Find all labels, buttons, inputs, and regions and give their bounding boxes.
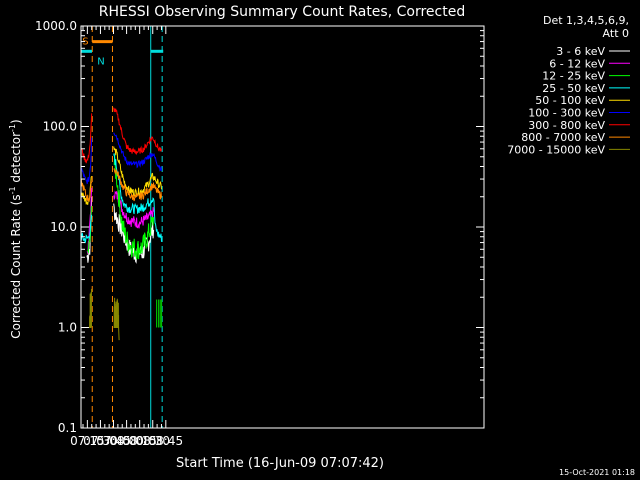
- series-line-12-25-kev: [113, 155, 155, 260]
- series-line-12-25-kev: [87, 206, 92, 254]
- legend-label: 6 - 12 keV: [549, 57, 605, 70]
- legend-label: 7000 - 15000 keV: [507, 143, 605, 156]
- plot-frame: [80, 25, 485, 429]
- y-axis-label-main: Corrected Count Rate (s: [9, 194, 23, 338]
- series-lines: [80, 107, 163, 341]
- legend-label: 800 - 7000 keV: [521, 131, 605, 144]
- night-label: N: [97, 56, 104, 67]
- y-tick-label: 1000.0: [35, 19, 77, 33]
- x-axis-label: Start Time (16-Jun-09 07:07:42): [176, 456, 384, 471]
- series-line-100-300-kev: [113, 132, 162, 172]
- series-line-7000-15000-kev: [113, 327, 120, 341]
- x-tick-label: 08:45: [149, 434, 184, 448]
- y-axis-label-sup1: -1: [8, 186, 17, 194]
- chart-title: RHESSI Observing Summary Count Rates, Co…: [99, 4, 465, 20]
- series-line-100-300-kev: [80, 137, 93, 185]
- footer-date: 15-Oct-2021 01:18: [559, 468, 635, 477]
- series-line-6-12-kev: [113, 190, 155, 229]
- y-tick-label: 0.1: [58, 421, 77, 435]
- x-tick-label: 07:15: [70, 434, 105, 448]
- x-tick-label: 08:00: [109, 434, 144, 448]
- series-line-800-7000-kev: [113, 167, 162, 202]
- axes: 0.1 1.0 10.0 100.0 1000.0 07:1507:3007:4508:0…: [35, 19, 485, 448]
- series-line-25-50-kev: [113, 153, 162, 242]
- legend-label: 50 - 100 keV: [535, 94, 605, 107]
- legend-header-detectors: Det 1,3,4,5,6,9,: [543, 14, 629, 27]
- saa-label: S: [82, 37, 88, 48]
- legend-label: 300 - 800 keV: [528, 119, 605, 132]
- y-axis-label: Corrected Count Rate (s-1 detector-1): [8, 119, 23, 338]
- y-axis-label-end: ): [9, 119, 23, 124]
- legend-label: 25 - 50 keV: [542, 82, 605, 95]
- legend-label: 3 - 6 keV: [556, 45, 605, 58]
- x-tick-label: 07:30: [83, 434, 118, 448]
- series-line-300-800-kev: [81, 113, 93, 164]
- y-axis-label-sup2: -1: [8, 124, 17, 132]
- y-tick-label: 100.0: [43, 120, 77, 134]
- x-tick-label: 07:45: [96, 434, 131, 448]
- legend-label: 100 - 300 keV: [528, 107, 605, 120]
- series-line-800-7000-kev: [80, 178, 93, 203]
- y-tick-label: 1.0: [58, 321, 77, 335]
- legend-label: 12 - 25 keV: [542, 70, 605, 83]
- y-axis-label-mid: detector: [9, 132, 23, 187]
- series-line-25-50-kev: [80, 214, 93, 244]
- x-tick-label: 08:15: [122, 434, 157, 448]
- legend-header-attenuator: Att 0: [603, 27, 629, 40]
- series-line-300-800-kev: [113, 107, 162, 156]
- y-tick-label: 10.0: [50, 220, 77, 234]
- x-tick-label: 08:30: [135, 434, 170, 448]
